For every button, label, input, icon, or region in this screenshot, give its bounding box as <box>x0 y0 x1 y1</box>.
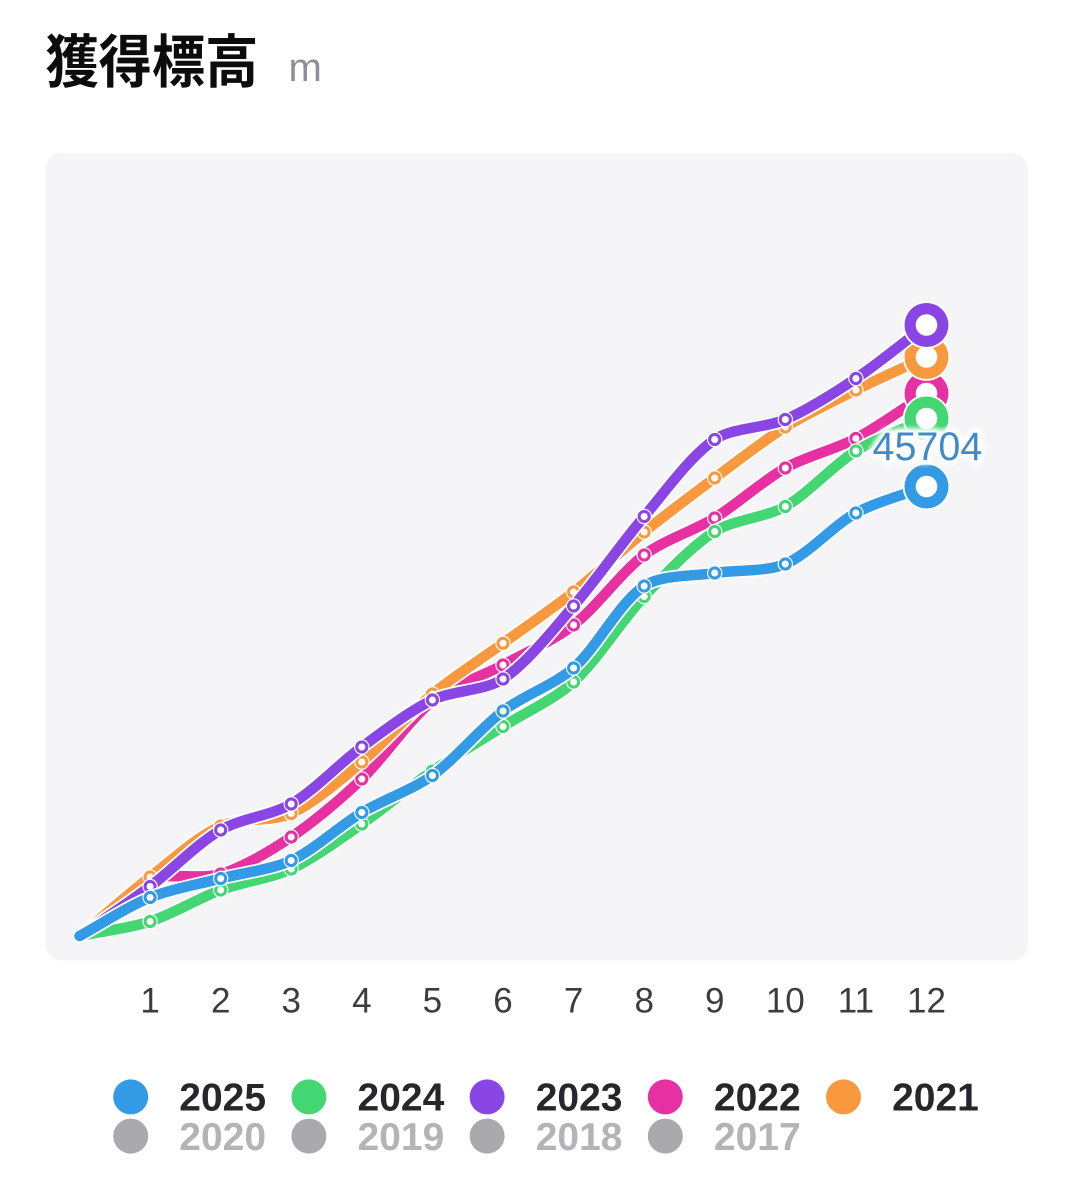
svg-text:2024: 2024 <box>358 1077 445 1120</box>
svg-text:8: 8 <box>634 982 653 1021</box>
svg-text:6: 6 <box>493 982 512 1021</box>
svg-text:2021: 2021 <box>892 1077 979 1120</box>
svg-text:9: 9 <box>705 982 724 1021</box>
svg-text:2017: 2017 <box>714 1116 801 1159</box>
svg-text:2020: 2020 <box>179 1116 266 1159</box>
svg-text:3: 3 <box>281 982 300 1021</box>
svg-text:2: 2 <box>211 982 230 1021</box>
svg-text:4: 4 <box>352 982 371 1021</box>
svg-text:11: 11 <box>838 982 874 1021</box>
svg-text:2022: 2022 <box>714 1077 801 1120</box>
svg-text:7: 7 <box>564 982 583 1021</box>
svg-text:45704: 45704 <box>873 425 983 469</box>
svg-text:12: 12 <box>907 982 946 1021</box>
svg-text:2023: 2023 <box>536 1077 623 1120</box>
svg-text:5: 5 <box>423 982 442 1021</box>
svg-text:2019: 2019 <box>358 1116 445 1159</box>
svg-text:2025: 2025 <box>179 1077 266 1120</box>
svg-text:1: 1 <box>140 982 159 1021</box>
svg-text:10: 10 <box>766 982 805 1021</box>
svg-text:2018: 2018 <box>536 1116 623 1159</box>
svg-text:m: m <box>289 46 322 90</box>
svg-text:45704: 45704 <box>873 425 983 469</box>
